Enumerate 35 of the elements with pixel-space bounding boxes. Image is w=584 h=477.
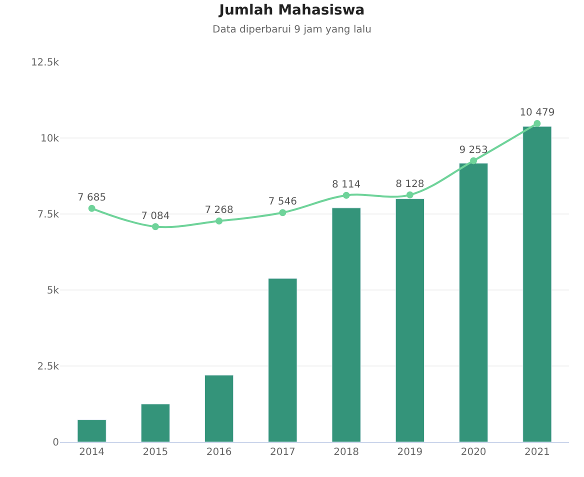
data-label: 7 268 — [204, 205, 234, 216]
x-tick-label: 2015 — [142, 447, 168, 458]
data-label: 7 685 — [77, 192, 106, 204]
bar — [204, 374, 234, 442]
y-tick-label: 10k — [40, 134, 60, 144]
bar — [77, 420, 106, 442]
data-label: 8 114 — [332, 179, 361, 190]
data-label: 7 546 — [268, 196, 298, 208]
data-label: 7 084 — [141, 210, 170, 222]
point — [279, 209, 286, 216]
point — [534, 120, 541, 127]
y-tick-label: 7.5k — [37, 210, 60, 220]
data-label: 10 479 — [520, 108, 555, 119]
y-tick-label: 0 — [52, 438, 59, 448]
point — [88, 204, 96, 212]
y-tick-label: 5k — [46, 286, 60, 296]
y-tick-label: 2.5k — [37, 362, 60, 372]
bar — [140, 404, 170, 442]
point — [406, 191, 414, 198]
x-tick-label: 2016 — [206, 447, 232, 458]
x-tick-label: 2017 — [270, 447, 296, 458]
data-label: 8 128 — [396, 179, 424, 190]
y-tick-label: 12.5k — [30, 58, 60, 68]
data-label: 9 253 — [459, 144, 488, 156]
point — [216, 218, 223, 225]
x-tick-label: 2018 — [334, 447, 360, 458]
x-tick-label: 2014 — [79, 447, 105, 458]
point — [342, 192, 350, 199]
chart-subtitle: Data diperbarui 9 jam yang lalu — [212, 24, 372, 36]
point — [152, 223, 159, 230]
point — [470, 157, 478, 164]
x-tick-label: 2019 — [397, 447, 423, 458]
x-tick-label: 2020 — [460, 447, 486, 458]
x-tick-label: 2021 — [524, 447, 550, 458]
chart-title: Jumlah Mahasiswa — [218, 2, 365, 18]
